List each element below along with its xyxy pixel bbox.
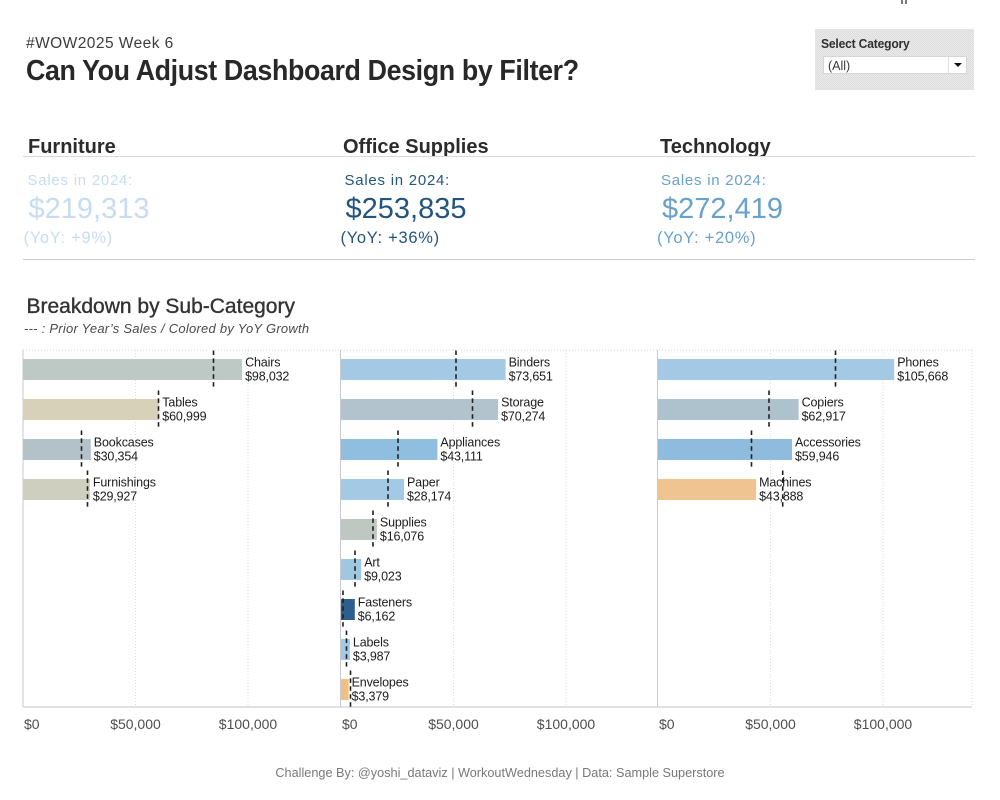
svg-text:Bookcases: Bookcases — [94, 436, 154, 450]
svg-text:Machines: Machines — [759, 476, 811, 490]
svg-text:Accessories: Accessories — [795, 436, 861, 450]
svg-text:Labels: Labels — [353, 636, 389, 650]
svg-text:Envelopes: Envelopes — [352, 676, 409, 690]
svg-text:$50,000: $50,000 — [428, 716, 479, 732]
svg-text:$30,354: $30,354 — [94, 450, 138, 464]
svg-text:Copiers: Copiers — [802, 396, 844, 410]
svg-text:$59,946: $59,946 — [795, 450, 839, 464]
svg-text:Furnishings: Furnishings — [93, 476, 156, 490]
svg-text:Appliances: Appliances — [440, 436, 500, 450]
svg-text:Chairs: Chairs — [245, 356, 280, 370]
svg-text:$29,927: $29,927 — [93, 490, 137, 504]
svg-text:$16,076: $16,076 — [380, 530, 424, 544]
svg-text:$73,651: $73,651 — [509, 370, 553, 384]
svg-text:Art: Art — [364, 556, 380, 570]
svg-text:Binders: Binders — [509, 356, 550, 370]
svg-text:$50,000: $50,000 — [745, 716, 796, 732]
svg-text:$50,000: $50,000 — [110, 716, 161, 732]
svg-text:$105,668: $105,668 — [897, 370, 948, 384]
svg-text:$70,274: $70,274 — [501, 410, 545, 424]
svg-text:Tables: Tables — [162, 396, 197, 410]
svg-text:Phones: Phones — [897, 356, 939, 370]
svg-text:Paper: Paper — [407, 476, 440, 490]
svg-text:$0: $0 — [659, 716, 675, 732]
svg-text:$100,000: $100,000 — [854, 716, 913, 732]
svg-text:$3,987: $3,987 — [353, 650, 391, 664]
svg-text:$0: $0 — [342, 716, 358, 732]
svg-text:$0: $0 — [24, 716, 40, 732]
svg-text:$100,000: $100,000 — [537, 716, 596, 732]
svg-text:$43,111: $43,111 — [440, 450, 482, 464]
svg-text:$6,162: $6,162 — [358, 610, 396, 624]
svg-text:$60,999: $60,999 — [162, 410, 206, 424]
svg-text:$43,888: $43,888 — [759, 490, 803, 504]
svg-text:$3,379: $3,379 — [352, 690, 390, 704]
svg-text:$100,000: $100,000 — [219, 716, 278, 732]
svg-text:Storage: Storage — [501, 396, 544, 410]
svg-text:$98,032: $98,032 — [245, 370, 289, 384]
svg-text:$62,917: $62,917 — [802, 410, 846, 424]
svg-text:Supplies: Supplies — [380, 516, 427, 530]
svg-text:$9,023: $9,023 — [364, 570, 402, 584]
svg-text:$28,174: $28,174 — [407, 490, 451, 504]
svg-text:Fasteners: Fasteners — [358, 596, 412, 610]
